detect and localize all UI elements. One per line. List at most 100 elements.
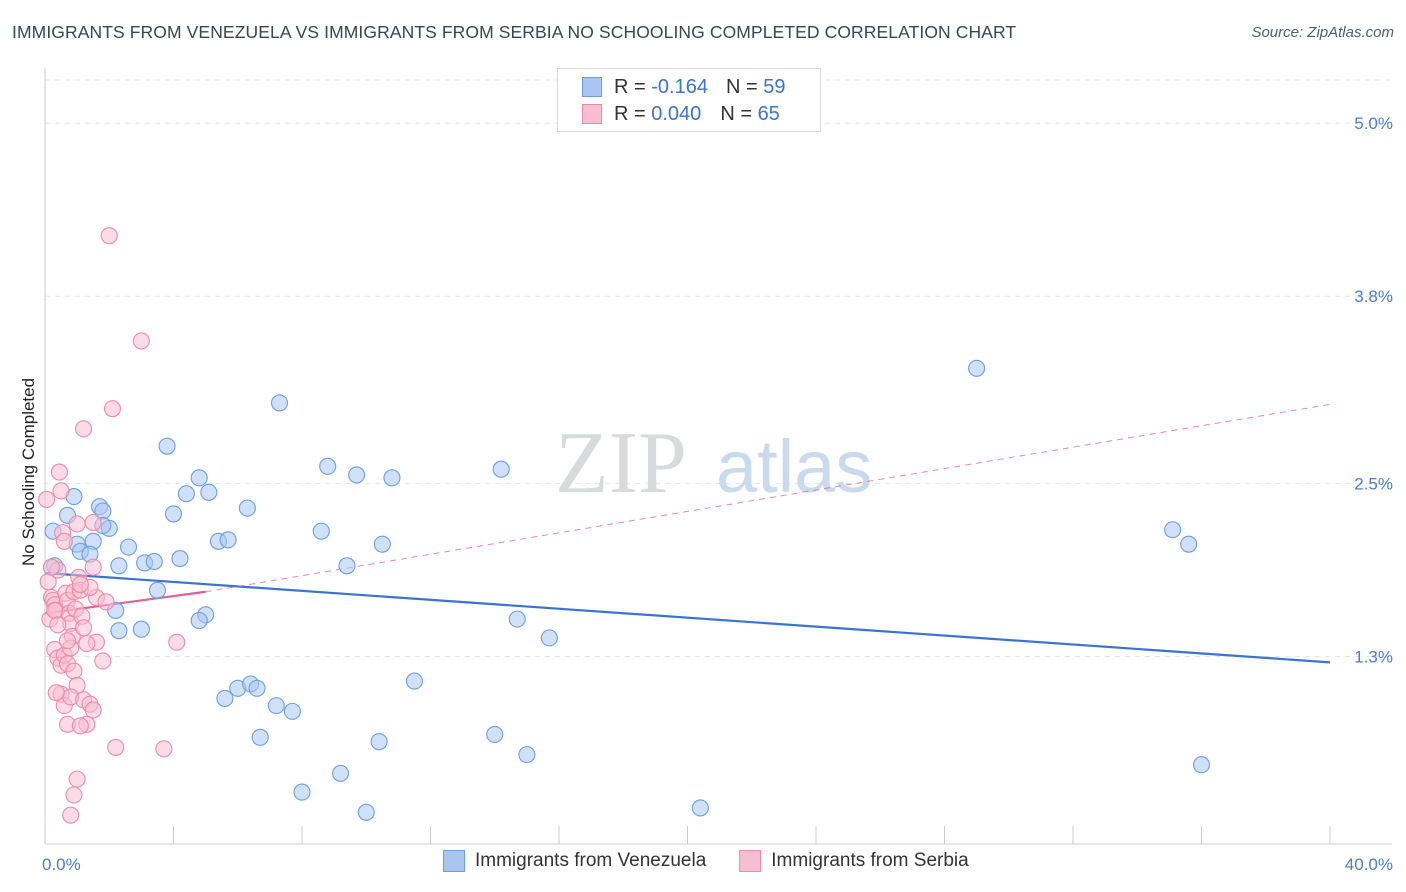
- legend-swatch-venezuela: [582, 77, 602, 97]
- point-serbia: [78, 635, 96, 653]
- series-legend-venezuela: Immigrants from Venezuela: [443, 850, 706, 872]
- point-venezuela: [267, 697, 285, 715]
- data-points: [38, 227, 1211, 824]
- trend-line-venezuela: [44, 571, 1331, 664]
- legend-row-venezuela: R = -0.164 N = 59: [582, 75, 785, 99]
- legend-n-label: N =: [720, 102, 752, 125]
- point-venezuela: [145, 552, 163, 571]
- legend-r-label: R =: [614, 75, 646, 98]
- point-venezuela: [508, 610, 526, 628]
- point-venezuela: [200, 483, 218, 501]
- point-venezuela: [132, 620, 150, 638]
- point-serbia: [155, 740, 173, 758]
- point-serbia: [84, 513, 102, 532]
- point-venezuela: [164, 505, 183, 523]
- series-label-venezuela: Immigrants from Venezuela: [475, 850, 707, 871]
- point-serbia: [42, 558, 60, 576]
- point-serbia: [132, 332, 150, 350]
- point-serbia: [84, 558, 102, 576]
- point-venezuela: [190, 612, 208, 630]
- point-venezuela: [338, 557, 356, 575]
- point-venezuela: [119, 538, 138, 556]
- legend-n-value: 59: [763, 75, 786, 98]
- chart-title: IMMIGRANTS FROM VENEZUELA VS IMMIGRANTS …: [12, 22, 1017, 42]
- point-venezuela: [110, 557, 128, 575]
- point-venezuela: [319, 457, 337, 475]
- point-serbia: [47, 684, 65, 702]
- point-venezuela: [219, 531, 237, 549]
- point-venezuela: [486, 725, 504, 743]
- x-tick-label: 40.0%: [1345, 855, 1393, 874]
- point-venezuela: [540, 629, 558, 647]
- point-venezuela: [518, 746, 536, 764]
- point-venezuela: [283, 702, 301, 720]
- point-venezuela: [190, 469, 208, 487]
- point-venezuela: [251, 728, 269, 746]
- point-venezuela: [691, 799, 709, 817]
- point-venezuela: [171, 550, 189, 568]
- point-venezuela: [216, 689, 234, 707]
- point-serbia: [52, 482, 70, 500]
- legend-n-value: 65: [757, 102, 780, 125]
- legend-row-serbia: R = 0.040 N = 65: [582, 102, 780, 126]
- point-serbia: [58, 632, 77, 650]
- point-venezuela: [405, 672, 423, 690]
- watermark-zip: ZIP: [555, 415, 687, 512]
- point-serbia: [50, 463, 69, 481]
- point-serbia: [49, 616, 67, 634]
- series-swatch-serbia: [739, 850, 762, 872]
- point-venezuela: [177, 485, 195, 503]
- point-serbia: [75, 619, 93, 637]
- y-tick-label: 1.3%: [1354, 648, 1393, 667]
- point-serbia: [84, 701, 102, 719]
- series-legend-serbia: Immigrants from Serbia: [739, 850, 969, 872]
- point-serbia: [97, 593, 115, 611]
- point-venezuela: [1164, 521, 1182, 539]
- series-label-serbia: Immigrants from Serbia: [771, 850, 969, 871]
- y-tick-label: 5.0%: [1354, 114, 1393, 133]
- source-credit: Source: ZipAtlas.com: [1251, 24, 1394, 41]
- series-legend: Immigrants from Venezuela Immigrants fro…: [443, 850, 1002, 872]
- point-serbia: [107, 738, 125, 756]
- point-serbia: [94, 652, 112, 670]
- trend-lines: [44, 403, 1331, 664]
- point-venezuela: [331, 764, 350, 782]
- watermark-atlas: atlas: [716, 425, 872, 508]
- point-serbia: [68, 770, 86, 788]
- point-serbia: [168, 633, 186, 651]
- point-venezuela: [348, 466, 366, 484]
- point-serbia: [62, 806, 80, 824]
- legend-r-label: R =: [614, 102, 646, 125]
- point-venezuela: [148, 581, 166, 599]
- point-venezuela: [383, 469, 401, 487]
- point-serbia: [38, 490, 56, 509]
- watermark: ZIP atlas: [555, 415, 872, 512]
- point-venezuela: [312, 522, 330, 540]
- point-venezuela: [293, 783, 311, 801]
- y-axis-label: No Schooling Completed: [19, 378, 38, 566]
- point-serbia: [71, 575, 89, 594]
- point-serbia: [55, 532, 73, 550]
- y-tick-label: 3.8%: [1354, 287, 1393, 306]
- point-venezuela: [1180, 535, 1198, 553]
- point-venezuela: [357, 803, 375, 821]
- point-venezuela: [968, 359, 986, 377]
- legend-r-value: 0.040: [651, 102, 702, 125]
- point-serbia: [46, 601, 64, 620]
- axes: [44, 68, 1392, 845]
- grid-lines: [45, 79, 1392, 658]
- point-serbia: [100, 227, 118, 245]
- point-venezuela: [370, 733, 388, 751]
- point-venezuela: [158, 437, 176, 455]
- point-serbia: [68, 515, 86, 533]
- legend-r-value: -0.164: [651, 75, 708, 98]
- correlation-legend: R = -0.164 N = 59 R = 0.040 N = 65: [557, 68, 821, 132]
- trend-line-serbia-dashed: [205, 403, 1331, 593]
- point-serbia: [75, 420, 93, 438]
- legend-n-label: N =: [725, 75, 758, 98]
- point-venezuela: [110, 622, 128, 640]
- point-serbia: [65, 662, 83, 680]
- point-venezuela: [1192, 756, 1211, 774]
- point-venezuela: [238, 499, 256, 517]
